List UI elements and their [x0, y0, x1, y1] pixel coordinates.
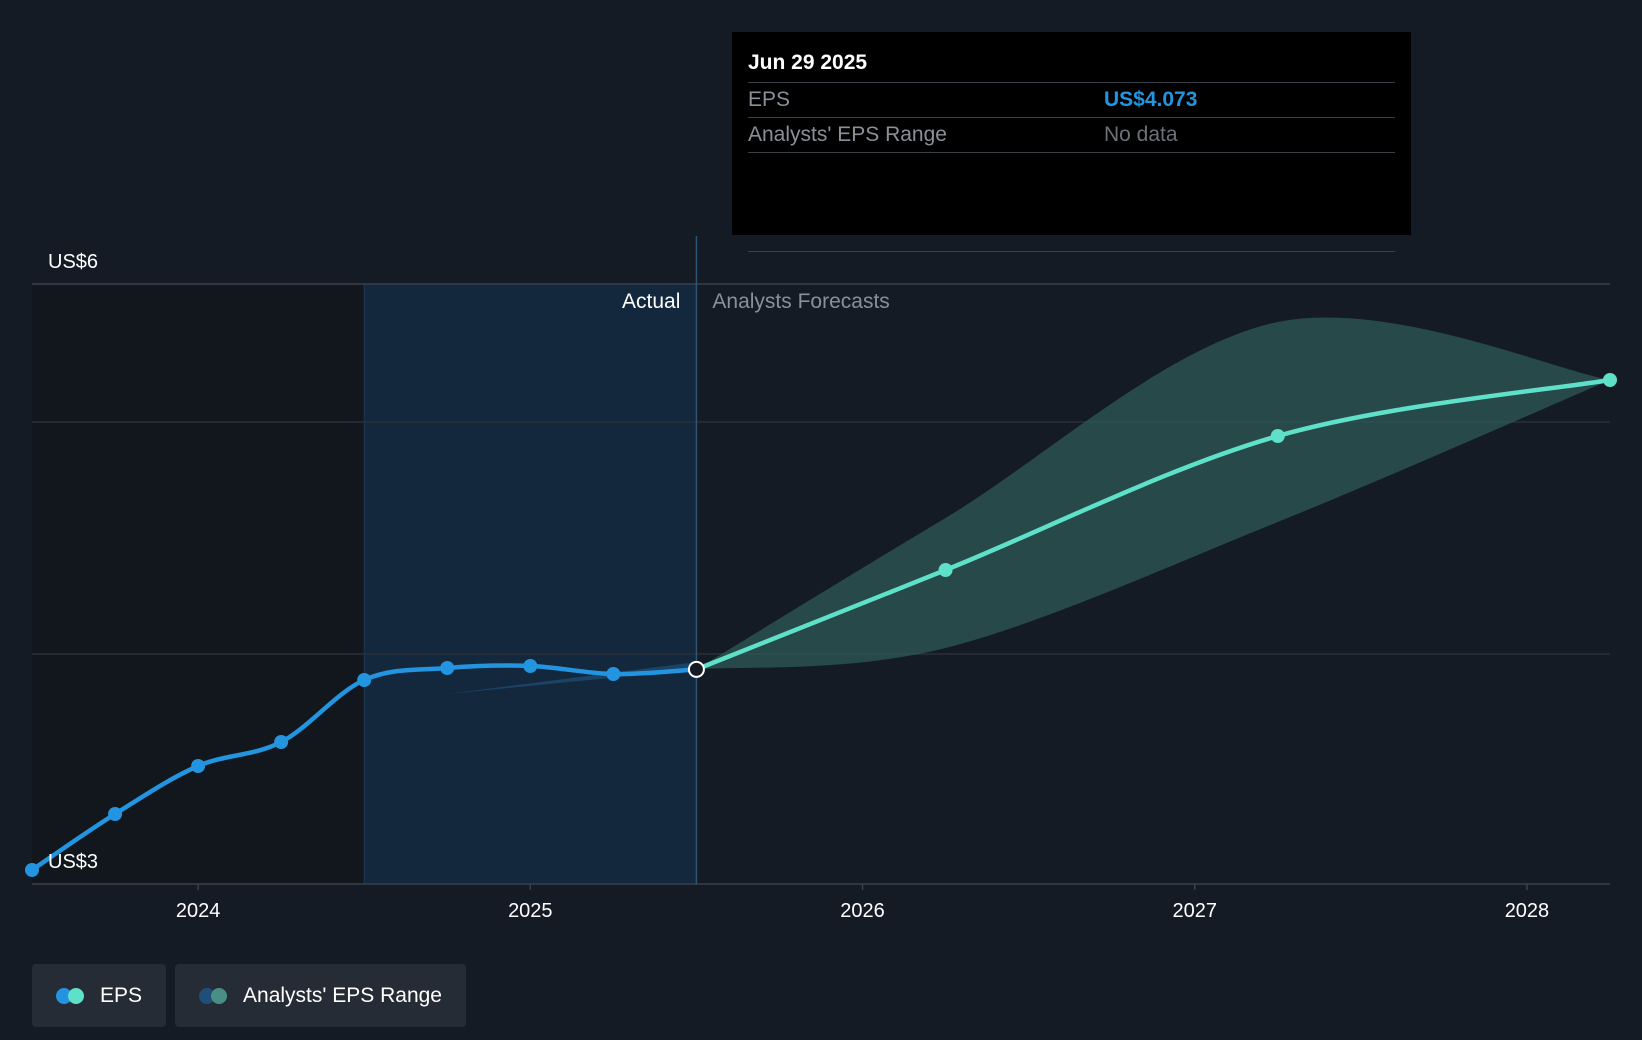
hover-tooltip: Jun 29 2025 EPS US$4.073 Analysts' EPS R… — [732, 32, 1411, 252]
eps-actual-point — [357, 673, 372, 687]
eps-actual-point — [606, 667, 621, 681]
chart-legend: EPS Analysts' EPS Range — [32, 964, 466, 1027]
legend-eps-label: EPS — [100, 983, 143, 1007]
x-tick-label: 2024 — [176, 900, 221, 922]
tooltip-range-value: No data — [1104, 123, 1178, 146]
eps-actual-point — [191, 759, 206, 773]
x-tick-label: 2028 — [1505, 900, 1550, 922]
eps-actual-point — [274, 735, 289, 749]
eps-legend-icon — [56, 987, 88, 1004]
x-tick-label: 2025 — [508, 900, 553, 922]
y-axis-top-label: US$6 — [48, 251, 98, 273]
legend-item-eps[interactable]: EPS — [32, 964, 167, 1027]
eps-forecast-point — [1603, 373, 1617, 387]
eps-forecast-line — [694, 377, 1613, 672]
x-tick-label: 2026 — [840, 900, 885, 922]
eps-actual-point — [108, 807, 123, 821]
tooltip-range-label: Analysts' EPS Range — [748, 123, 947, 146]
tooltip-eps-label: EPS — [748, 88, 791, 111]
eps-actual-point — [523, 659, 538, 673]
eps-actual-point — [25, 863, 39, 877]
eps-range-legend-icon — [199, 987, 231, 1004]
forecast-region-label: Analysts Forecasts — [712, 290, 889, 313]
legend-eps-range-label: Analysts' EPS Range — [243, 983, 442, 1007]
tooltip-spacer — [748, 153, 1395, 252]
eps-forecast-point — [1270, 429, 1285, 443]
tooltip-eps-value: US$4.073 — [1104, 88, 1198, 111]
tooltip-row-eps: EPS US$4.073 — [748, 83, 1395, 118]
eps-actual-point — [440, 661, 455, 675]
hovered-point — [687, 660, 705, 678]
actual-region-label: Actual — [622, 290, 680, 313]
tooltip-row-range: Analysts' EPS Range No data — [748, 118, 1395, 153]
y-axis-bottom-label: US$3 — [48, 851, 98, 873]
actual-highlight-region — [364, 284, 697, 884]
historic-range-wedge — [447, 662, 697, 694]
past-region-bg — [32, 284, 365, 884]
eps-forecast-point — [938, 563, 953, 577]
eps-range-band — [696, 317, 1610, 670]
x-tick-label: 2027 — [1172, 900, 1217, 922]
tooltip-date: Jun 29 2025 — [748, 32, 1395, 83]
legend-item-eps-range[interactable]: Analysts' EPS Range — [175, 964, 466, 1027]
